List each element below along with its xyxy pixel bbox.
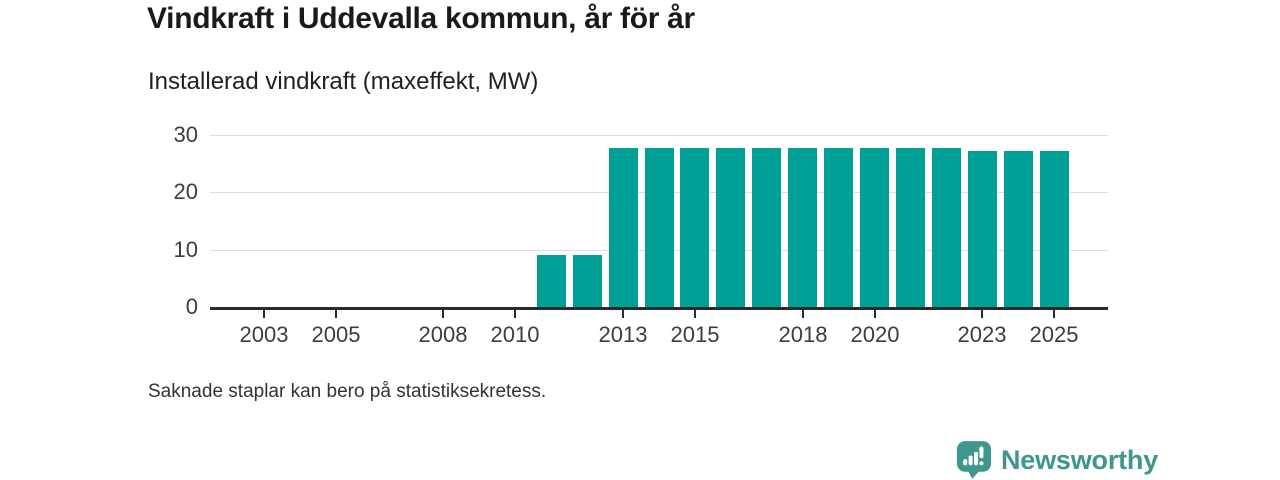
x-axis-label-2015: 2015 xyxy=(670,322,720,347)
x-tick-2003 xyxy=(263,310,265,318)
bar-2015 xyxy=(680,148,710,307)
bar-2023 xyxy=(967,150,997,307)
x-axis-line xyxy=(210,307,1108,310)
x-tick-2015 xyxy=(694,310,696,318)
newsworthy-bubble-chart-icon xyxy=(956,441,992,479)
bar-2011 xyxy=(536,255,566,307)
bar-2018 xyxy=(788,148,818,307)
page-title: Vindkraft i Uddevalla kommun, år för år xyxy=(147,2,695,35)
newsworthy-logo: Newsworthy xyxy=(956,440,1158,480)
x-axis-label-2023: 2023 xyxy=(957,322,1007,347)
bar-2024 xyxy=(1003,150,1033,307)
footnote-text: Saknade staplar kan bero på statistiksek… xyxy=(148,381,547,402)
bar-2012 xyxy=(572,255,602,307)
y-axis-label-0: 0 xyxy=(185,294,198,319)
x-tick-2020 xyxy=(874,310,876,318)
bar-2021 xyxy=(895,148,925,307)
x-axis-label-2003: 2003 xyxy=(239,322,289,347)
bar-2022 xyxy=(931,148,961,307)
bar-2017 xyxy=(752,148,782,307)
x-tick-2008 xyxy=(442,310,444,318)
bar-2014 xyxy=(644,148,674,307)
x-tick-2005 xyxy=(335,310,337,318)
bar-2020 xyxy=(860,148,889,307)
bar-2019 xyxy=(824,148,854,307)
y-axis-label-20: 20 xyxy=(173,179,198,205)
chart-subtitle: Installerad vindkraft (maxeffekt, MW) xyxy=(148,68,539,95)
y-axis-label-10: 10 xyxy=(173,236,198,262)
x-tick-2018 xyxy=(802,310,804,318)
bar-2025 xyxy=(1039,150,1069,307)
x-axis-label-2010: 2010 xyxy=(490,322,540,347)
x-tick-2025 xyxy=(1053,310,1055,318)
bar-2013 xyxy=(608,148,638,307)
x-axis-label-2018: 2018 xyxy=(778,322,828,347)
brand-name: Newsworthy xyxy=(1001,444,1159,475)
y-axis-label-30: 30 xyxy=(173,122,198,147)
x-tick-2013 xyxy=(622,310,624,318)
x-axis-label-2013: 2013 xyxy=(598,322,648,347)
x-axis-label-2020: 2020 xyxy=(850,322,900,347)
x-tick-2023 xyxy=(981,310,983,318)
x-tick-2010 xyxy=(514,310,516,318)
x-axis-label-2005: 2005 xyxy=(311,322,361,347)
gridline-y-30 xyxy=(210,135,1108,136)
x-axis-label-2025: 2025 xyxy=(1029,322,1079,347)
x-axis-label-2008: 2008 xyxy=(418,322,468,347)
bar-2016 xyxy=(716,148,746,307)
